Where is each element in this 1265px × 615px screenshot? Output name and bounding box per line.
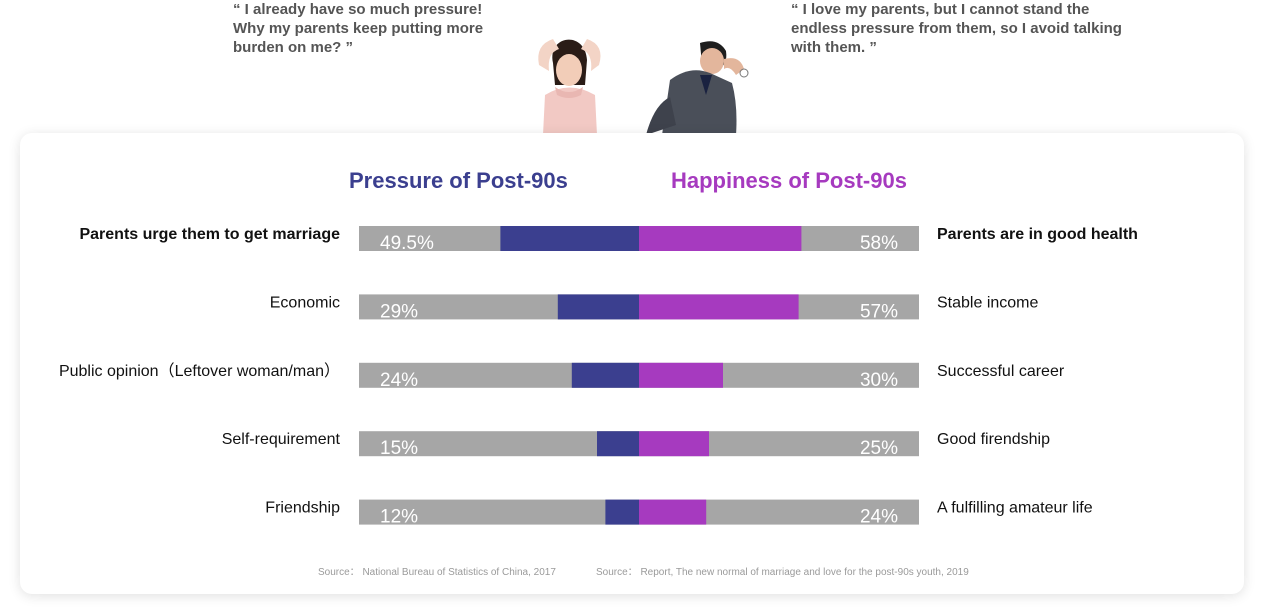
pressure-category-label: Self-requirement [222, 431, 341, 448]
pressure-category-label: Economic [270, 294, 340, 311]
happiness-category-label: A fulfilling amateur life [937, 500, 1093, 517]
pressure-value-label: 12% [380, 507, 418, 528]
happiness-bar [639, 226, 802, 251]
happiness-value-label: 24% [860, 507, 898, 528]
happiness-heading: Happiness of Post-90s [671, 168, 907, 193]
pressure-category-label: Friendship [265, 500, 340, 517]
quote-left: “ I already have so much pressure! Why m… [233, 1, 484, 56]
pressure-category-label: Public opinion（Leftover woman/man） [59, 362, 340, 380]
pressure-value-label: 24% [380, 370, 418, 391]
happiness-value-label: 57% [860, 301, 898, 322]
happiness-bar [639, 431, 709, 457]
happiness-category-label: Good firendship [937, 431, 1050, 448]
pressure-bar [605, 499, 639, 525]
stressed-woman-image [538, 39, 601, 135]
happiness-value-label: 58% [860, 233, 898, 254]
happiness-category-label: Parents are in good health [937, 226, 1138, 243]
pressure-value-label: 29% [380, 301, 418, 322]
happiness-value-label: 30% [860, 370, 898, 391]
happiness-bar [639, 362, 723, 388]
happiness-value-label: 25% [860, 438, 898, 459]
pressure-bar [597, 431, 639, 457]
happiness-category-label: Stable income [937, 294, 1038, 311]
happiness-bar [639, 294, 799, 320]
pressure-bar [500, 226, 639, 251]
pressure-value-label: 15% [380, 438, 418, 459]
stressed-man-image [646, 41, 749, 135]
happiness-bar [639, 499, 707, 525]
source-note-left: Source： National Bureau of Statistics of… [318, 567, 556, 578]
pressure-value-label: 49.5% [380, 233, 434, 254]
source-note-right: Source： Report, The new normal of marria… [596, 567, 969, 578]
pressure-bar [571, 362, 639, 388]
happiness-category-label: Successful career [937, 363, 1065, 380]
pressure-category-label: Parents urge them to get marriage [79, 226, 340, 243]
quote-right: “ I love my parents, but I cannot stand … [791, 1, 1122, 56]
pressure-heading: Pressure of Post-90s [349, 168, 568, 193]
pressure-bar [557, 294, 639, 320]
